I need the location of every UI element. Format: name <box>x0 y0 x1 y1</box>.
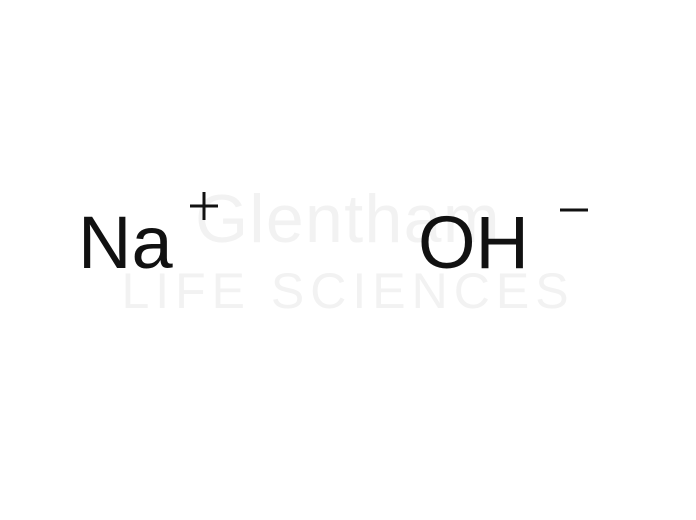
plus-icon <box>184 186 224 226</box>
minus-icon <box>554 200 594 220</box>
cation-label: Na <box>78 206 173 280</box>
diagram-canvas: Glentham LIFE SCIENCES Na OH <box>0 0 696 520</box>
anion-label: OH <box>418 206 529 280</box>
